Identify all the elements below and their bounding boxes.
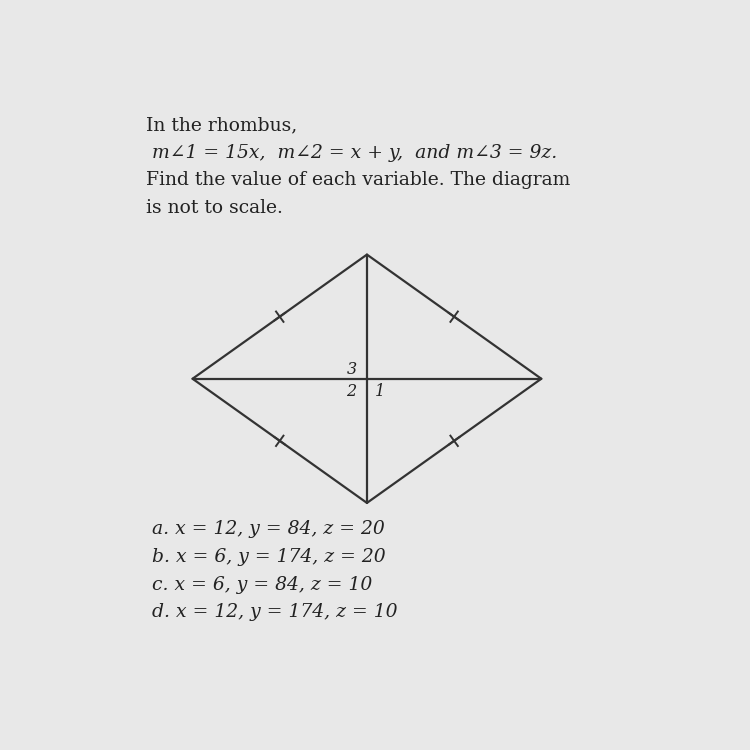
Text: 1: 1: [375, 383, 385, 400]
Text: c. x = 6, y = 84, z = 10: c. x = 6, y = 84, z = 10: [152, 576, 372, 594]
Text: d. x = 12, y = 174, z = 10: d. x = 12, y = 174, z = 10: [152, 604, 398, 622]
Text: is not to scale.: is not to scale.: [146, 200, 283, 217]
Text: 3: 3: [346, 361, 356, 378]
Text: Find the value of each variable. The diagram: Find the value of each variable. The dia…: [146, 172, 570, 190]
Text: b. x = 6, y = 174, z = 20: b. x = 6, y = 174, z = 20: [152, 548, 386, 566]
Text: a. x = 12, y = 84, z = 20: a. x = 12, y = 84, z = 20: [152, 520, 385, 538]
Text: m∠1 = 15x,  m∠2 = x + y,  and m∠3 = 9z.: m∠1 = 15x, m∠2 = x + y, and m∠3 = 9z.: [152, 144, 557, 162]
Text: 2: 2: [346, 383, 355, 400]
Text: In the rhombus,: In the rhombus,: [146, 116, 297, 134]
